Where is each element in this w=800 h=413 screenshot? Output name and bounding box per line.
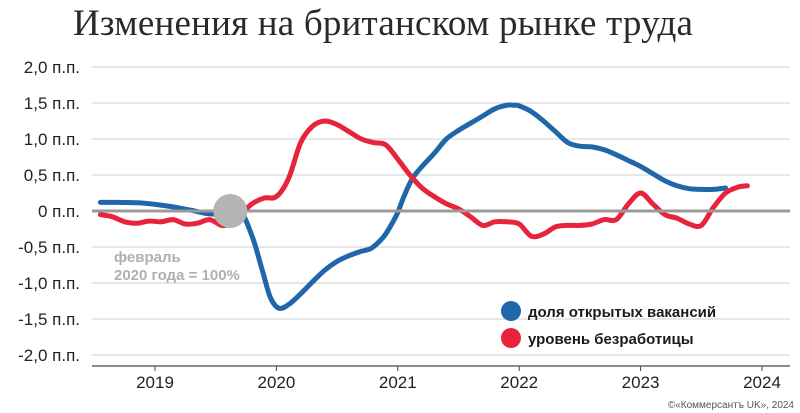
y-tick-label: -1,5 п.п.: [18, 310, 80, 329]
x-tick-label: 2019: [136, 373, 174, 392]
x-tick-label: 2020: [257, 373, 295, 392]
legend-unemployment-label: уровень безработицы: [528, 331, 694, 348]
legend-vacancies-marker: [501, 301, 521, 321]
reference-marker: [213, 194, 248, 228]
y-tick-label: 1,0 п.п.: [24, 130, 80, 149]
x-tick-label: 2023: [622, 373, 660, 392]
y-tick-label: -1,0 п.п.: [18, 274, 80, 293]
unemployment-line: [97, 118, 750, 240]
y-tick-label: -2,0 п.п.: [18, 346, 80, 365]
y-tick-label: 0 п.п.: [38, 202, 80, 221]
legend-unemployment-marker: [501, 328, 521, 348]
y-tick-label: 2,0 п.п.: [24, 58, 80, 77]
reference-note-line2: 2020 года = 100%: [114, 267, 240, 284]
x-tick-label: 2021: [379, 373, 417, 392]
x-tick-label: 2022: [500, 373, 538, 392]
credit-text: ©«Коммерсантъ UK», 2024: [668, 400, 795, 411]
vacancies-line: [97, 102, 729, 311]
reference-note-line1: февраль: [114, 249, 181, 266]
y-tick-label: 1,5 п.п.: [24, 94, 80, 113]
y-tick-label: 0,5 п.п.: [24, 166, 80, 185]
x-tick-label: 2024: [743, 373, 781, 392]
chart-title: Изменения на британском рынке труда: [73, 3, 694, 44]
legend-vacancies-label: доля открытых вакансий: [528, 304, 716, 321]
y-tick-label: -0,5 п.п.: [18, 238, 80, 257]
